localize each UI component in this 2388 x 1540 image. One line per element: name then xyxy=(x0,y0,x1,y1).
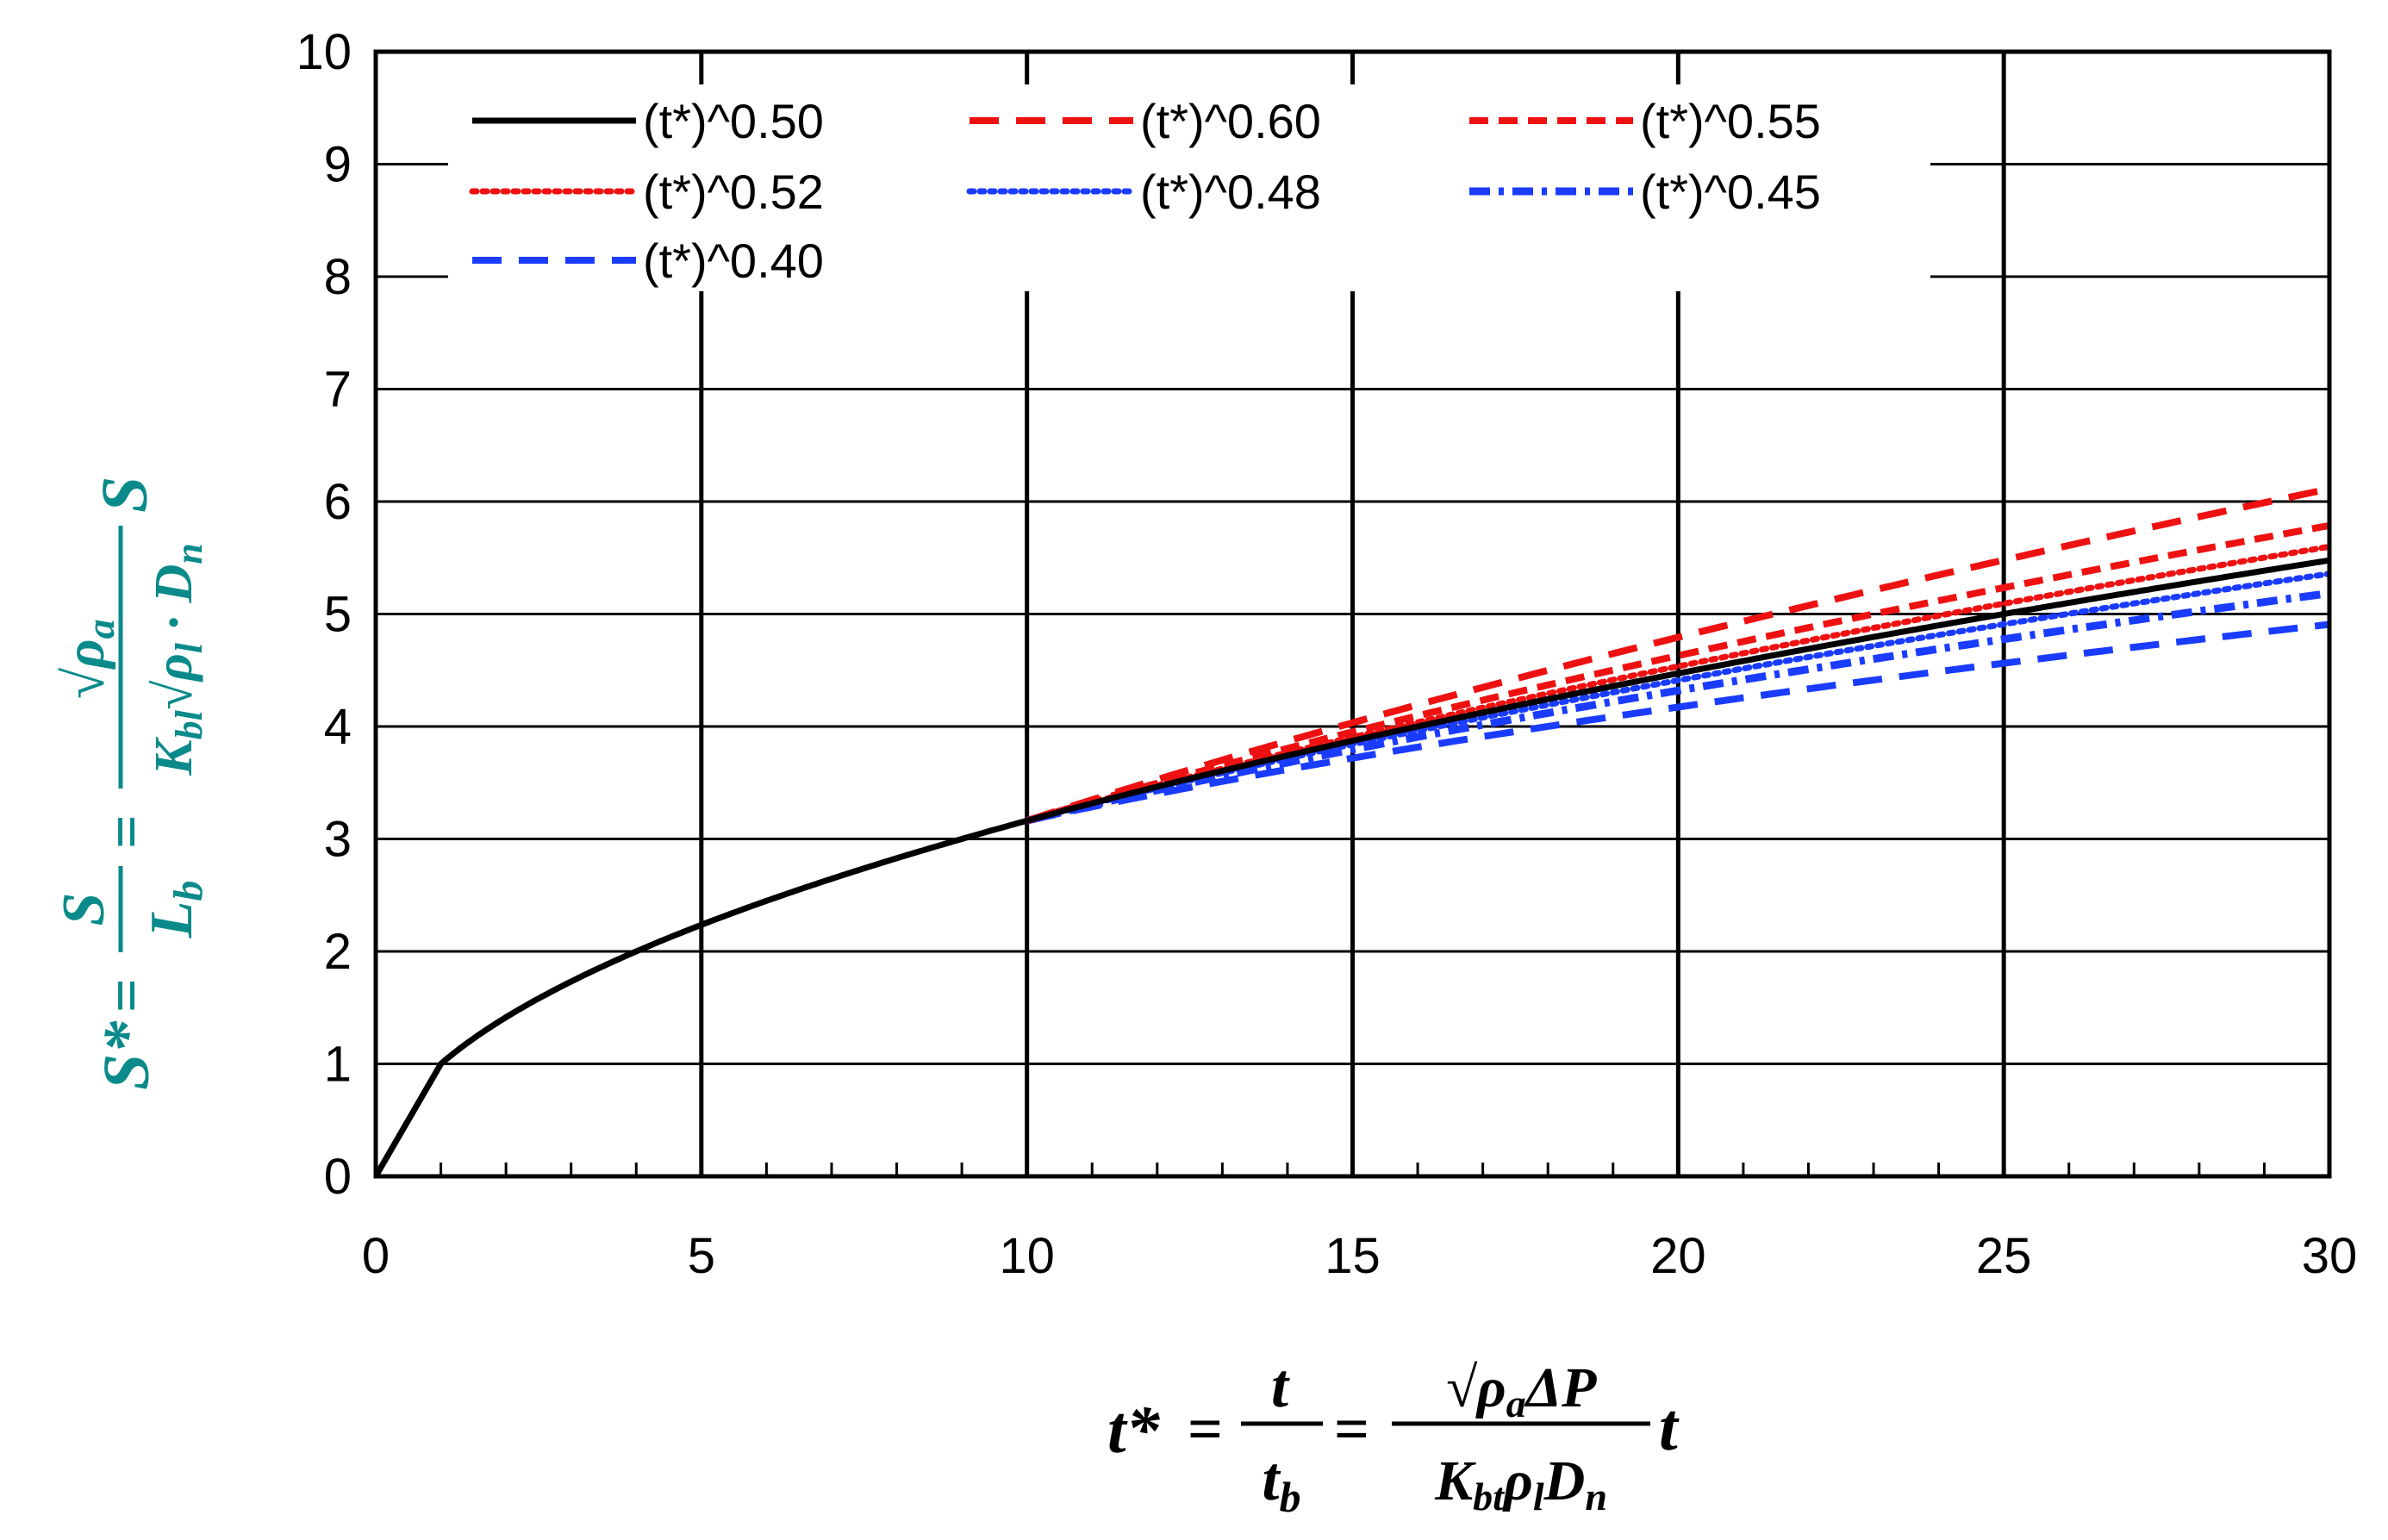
plot-frame xyxy=(373,49,2332,1179)
x-tick-label: 15 xyxy=(1325,1228,1381,1284)
x-tick-label: 5 xyxy=(688,1228,715,1284)
x-label-frac2-den: KbtρlDn xyxy=(1434,1450,1607,1518)
legend-label: (t*)^0.45 xyxy=(1640,165,1821,219)
y-label-tail: S xyxy=(89,477,161,513)
y-label-frac2-num: √ρa xyxy=(53,619,122,699)
series-line xyxy=(1026,521,2329,825)
y-label-eq1: = xyxy=(94,978,160,1013)
x-tick-label: 0 xyxy=(362,1228,390,1284)
legend-label: (t*)^0.40 xyxy=(643,234,824,288)
y-label-frac1-den: Lb xyxy=(139,881,211,939)
legend-label: (t*)^0.50 xyxy=(643,94,824,148)
series-line xyxy=(376,557,2329,1176)
legend-label: (t*)^0.52 xyxy=(643,165,824,219)
y-tick-label: 5 xyxy=(324,587,352,643)
y-tick-label: 4 xyxy=(324,699,352,755)
y-tick-label: 8 xyxy=(324,249,352,305)
x-tick-label: 10 xyxy=(999,1228,1055,1284)
x-label-eq2: = xyxy=(1334,1394,1369,1463)
y-axis-label: S* = S Lb = √ρa Kbl√ρl · Dn S xyxy=(51,477,211,1090)
x-tick-label: 30 xyxy=(2302,1228,2358,1284)
y-tick-label: 2 xyxy=(324,924,352,980)
legend-label: (t*)^0.48 xyxy=(1140,165,1321,219)
x-label-lhs: t* xyxy=(1107,1392,1161,1467)
legend: (t*)^0.50 (t*)^0.60 (t*)^0.55 (t*)^0.52 (t*)… xyxy=(469,94,1821,288)
legend-label: (t*)^0.60 xyxy=(1140,94,1321,148)
y-label-lhs: S* xyxy=(90,1020,163,1090)
x-axis-label: t* = t tb = √ρaΔP KbtρlDn t xyxy=(1107,1351,1680,1521)
series-layer xyxy=(376,485,2329,1176)
x-label-frac2-num: √ρaΔP xyxy=(1446,1356,1598,1425)
series-line xyxy=(1026,589,2329,825)
series-line xyxy=(1026,620,2329,825)
y-label-eq2: = xyxy=(94,814,160,849)
y-tick-label: 3 xyxy=(324,812,352,868)
y-tick-label: 10 xyxy=(296,24,352,80)
x-tick-labels: 0 5 10 15 20 25 30 xyxy=(362,1228,2357,1284)
y-tick-label: 1 xyxy=(324,1037,352,1093)
y-label-frac1-num: S xyxy=(51,893,117,926)
y-tick-label: 7 xyxy=(324,362,352,418)
x-tick-label: 25 xyxy=(1976,1228,2032,1284)
legend-label: (t*)^0.55 xyxy=(1640,94,1821,148)
legend-box xyxy=(448,84,1930,291)
x-tick-label: 20 xyxy=(1650,1228,1706,1284)
x-label-frac1-num: t xyxy=(1271,1351,1290,1420)
x-label-eq1: = xyxy=(1188,1394,1223,1463)
minor-ticks xyxy=(374,1163,2331,1176)
y-tick-labels: 0 1 2 3 4 5 6 7 8 9 10 xyxy=(296,24,352,1205)
y-tick-label: 6 xyxy=(324,474,352,530)
y-tick-label: 0 xyxy=(324,1149,352,1205)
x-label-frac1-den: tb xyxy=(1262,1444,1300,1521)
y-tick-label: 9 xyxy=(324,137,352,193)
y-label-frac2-den: Kbl√ρl · Dn xyxy=(145,543,210,776)
x-label-tail: t xyxy=(1659,1389,1680,1464)
series-line xyxy=(1026,485,2329,825)
